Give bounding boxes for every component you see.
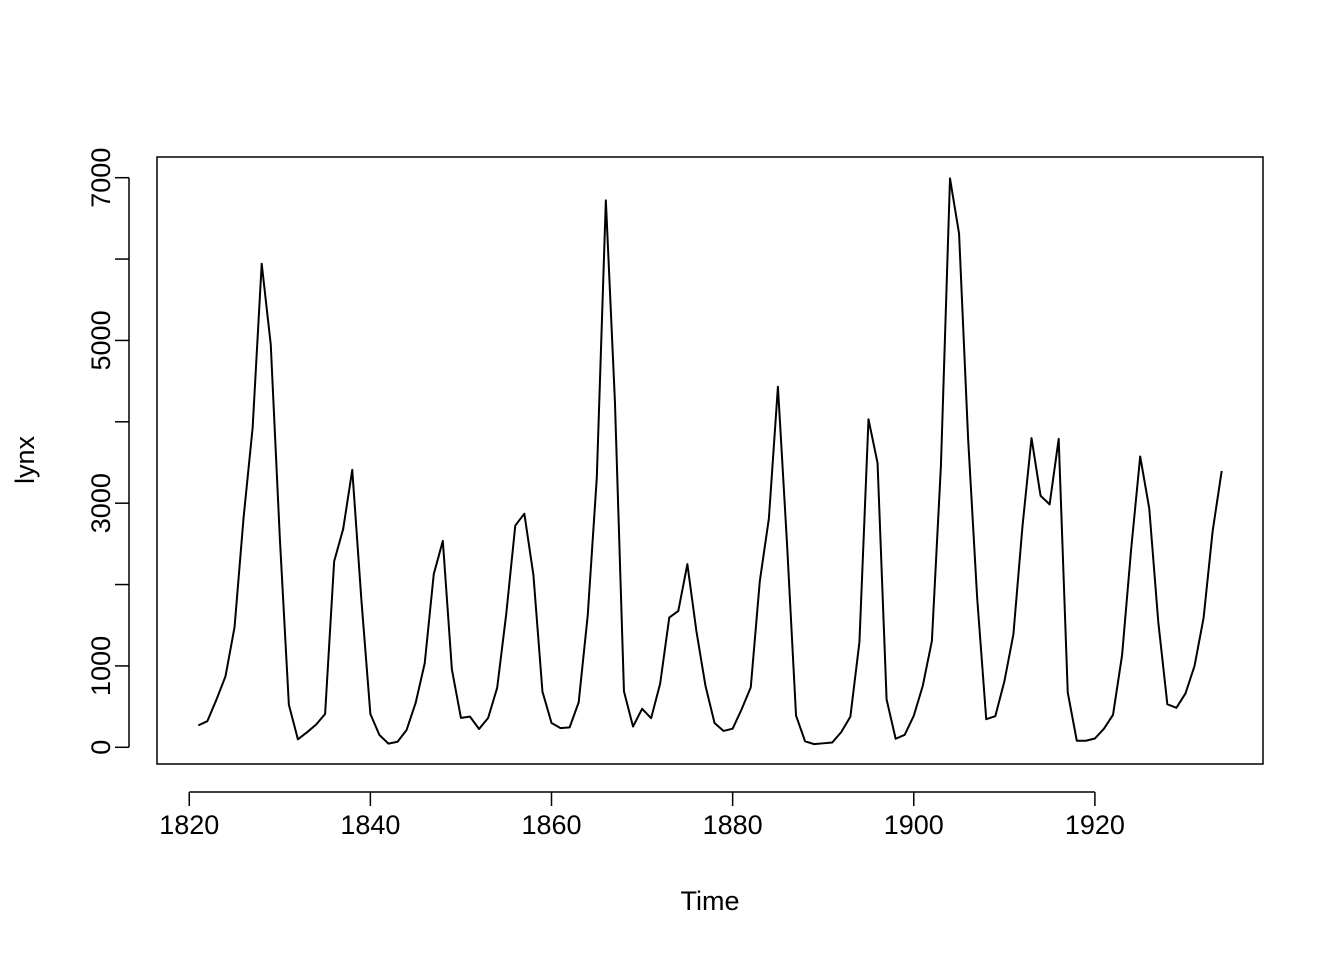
x-axis-title: Time [681,886,740,916]
x-tick-label: 1920 [1065,810,1125,840]
y-axis: 0 1000 3000 5000 7000 [86,148,130,755]
data-layer [197,177,1223,746]
plot-box [156,156,1264,765]
y-tick-label: 5000 [86,310,116,370]
x-axis: 1820 1840 1860 1880 1900 1920 [159,791,1125,840]
y-tick-label: 7000 [86,148,116,208]
y-tick-label: 3000 [86,473,116,533]
y-tick-label: 0 [86,740,116,755]
x-tick-label: 1900 [884,810,944,840]
x-tick-label: 1820 [159,810,219,840]
series-line-0 [197,177,1223,746]
y-axis-title: lynx [10,435,40,484]
x-tick-label: 1840 [340,810,400,840]
x-tick-label: 1880 [703,810,763,840]
x-tick-label: 1860 [521,810,581,840]
y-tick-label: 1000 [86,636,116,696]
